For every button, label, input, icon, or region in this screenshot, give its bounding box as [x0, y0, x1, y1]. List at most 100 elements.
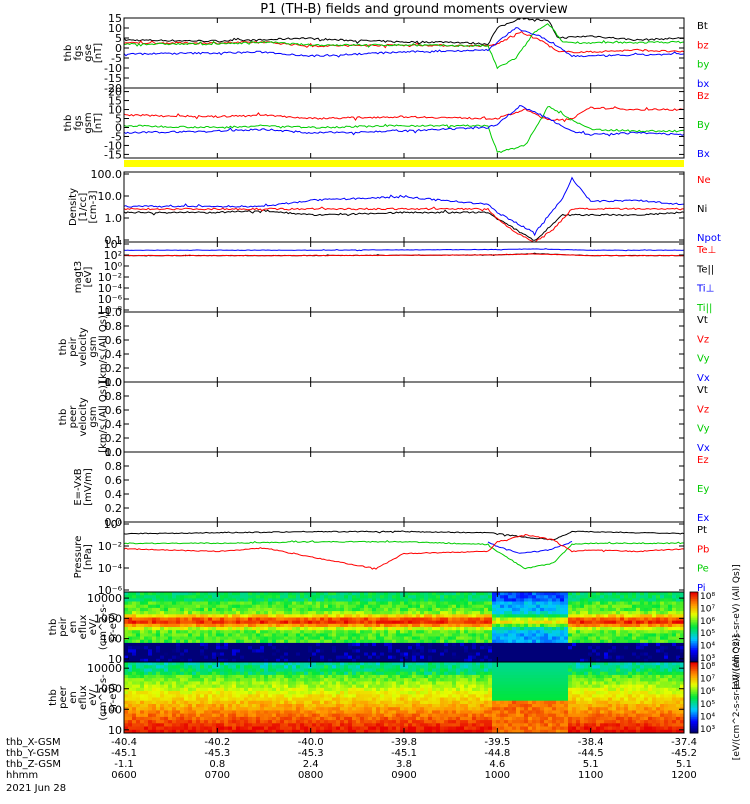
heatmap-cell [176, 678, 181, 682]
heatmap-cell [180, 701, 185, 705]
heatmap-cell [256, 678, 261, 682]
y-tick-label: 0.8 [105, 460, 123, 473]
heatmap-cell [352, 727, 357, 731]
heatmap-cell [296, 691, 301, 695]
heatmap-cell [140, 701, 145, 705]
heatmap-cell [160, 714, 165, 718]
heatmap-cell [264, 701, 269, 705]
heatmap-cell [264, 727, 269, 731]
legend-item: By [697, 120, 710, 131]
y-tick-label: 0.2 [105, 502, 123, 515]
heatmap-cell [244, 691, 249, 695]
heatmap-cell [176, 714, 181, 718]
heatmap-cell [356, 678, 361, 682]
heatmap-cell [336, 727, 341, 731]
ylabel-line: [nT] [93, 113, 104, 133]
heatmap-cell [164, 691, 169, 695]
heatmap-cell [248, 678, 253, 682]
heatmap-cell [220, 691, 225, 695]
heatmap-cell [216, 727, 221, 731]
heatmap-cell [316, 727, 321, 731]
heatmap-cell [212, 678, 217, 682]
ylabel-line: sr-eV) [108, 612, 119, 641]
heatmap-cell [284, 727, 289, 731]
heatmap-cell [204, 665, 209, 669]
heatmap-cell [280, 678, 285, 682]
heatmap-cell [344, 678, 349, 682]
heatmap-cell [172, 678, 177, 682]
heatmap-cell [244, 665, 249, 669]
peer_spec-heatmap [124, 662, 685, 734]
heatmap-cell [200, 665, 205, 669]
heatmap-cell [280, 691, 285, 695]
heatmap-cell [348, 665, 353, 669]
heatmap-cell [324, 665, 329, 669]
heatmap-cell [336, 701, 341, 705]
heatmap-cell [376, 678, 381, 682]
heatmap-cell [196, 714, 201, 718]
heatmap-cell [328, 691, 333, 695]
heatmap-cell [164, 727, 169, 731]
heatmap-cell [144, 714, 149, 718]
heatmap-cell [388, 678, 393, 682]
heatmap-cell [388, 727, 393, 731]
legend-item: Ey [697, 484, 709, 495]
heatmap-cell [172, 727, 177, 731]
heatmap-cell [136, 678, 141, 682]
heatmap-cell [348, 701, 353, 705]
heatmap-cell [192, 678, 197, 682]
heatmap-cell [152, 701, 157, 705]
heatmap-cell [204, 727, 209, 731]
heatmap-cell [216, 678, 221, 682]
heatmap-cell [204, 701, 209, 705]
y-tick-label: 1.0 [105, 446, 123, 459]
heatmap-cell [376, 727, 381, 731]
ylabel-line: [km/s (All Qs)] [98, 311, 109, 383]
heatmap-cell [176, 701, 181, 705]
heatmap-cell [284, 665, 289, 669]
heatmap-cell [208, 701, 213, 705]
heatmap-cell [188, 727, 193, 731]
heatmap-cell [164, 701, 169, 705]
heatmap-cell [188, 714, 193, 718]
heatmap-cell [328, 665, 333, 669]
heatmap-cell [124, 701, 129, 705]
heatmap-cell [220, 665, 225, 669]
heatmap-cell [236, 727, 241, 731]
temp-frame [124, 242, 684, 312]
heatmap-cell [280, 714, 285, 718]
heatmap-cell [312, 714, 317, 718]
fgs_gsm-series-bx [124, 106, 684, 136]
heatmap-cell [344, 714, 349, 718]
y-tick-label: -15 [104, 148, 122, 161]
heatmap-cell [368, 714, 373, 718]
heatmap-cell [148, 714, 153, 718]
heatmap-cell [168, 701, 173, 705]
heatmap-cell [148, 727, 153, 731]
heatmap-cell [184, 691, 189, 695]
heatmap-cell [132, 701, 137, 705]
legend-item: Pt [697, 525, 707, 536]
heatmap-cell [124, 714, 129, 718]
heatmap-cell [204, 714, 209, 718]
heatmap-cell [368, 691, 373, 695]
heatmap-cell [196, 691, 201, 695]
heatmap-cell [236, 678, 241, 682]
heatmap-cell [160, 701, 165, 705]
heatmap-cell [288, 665, 293, 669]
heatmap-cell [172, 701, 177, 705]
heatmap-cell [260, 691, 265, 695]
legend-item: Vt [697, 315, 708, 326]
heatmap-cell [288, 727, 293, 731]
heatmap-cell [208, 665, 213, 669]
heatmap-cell [152, 727, 157, 731]
legend-item: Vz [697, 404, 709, 415]
heatmap-cell [332, 727, 337, 731]
heatmap-cell [344, 665, 349, 669]
heatmap-cell [352, 714, 357, 718]
heatmap-cell [292, 665, 297, 669]
heatmap-cell [152, 691, 157, 695]
heatmap-cell [380, 678, 385, 682]
